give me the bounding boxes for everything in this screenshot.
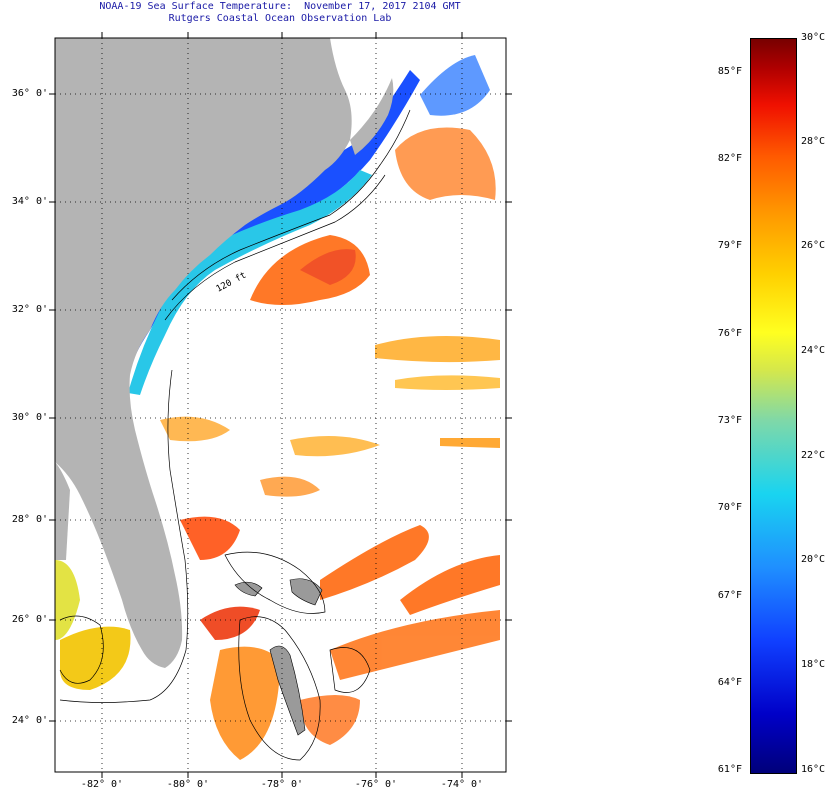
colorbar-f-85: 85°F [717, 66, 742, 77]
map-title: NOAA-19 Sea Surface Temperature: Novembe… [99, 1, 461, 12]
land-outer-banks [350, 78, 394, 155]
land-gulf-coast [55, 462, 70, 560]
lon-label-82: -82° 0' [80, 779, 124, 790]
colorbar-f-79: 79°F [717, 240, 742, 251]
lat-label-36: 36° 0' [11, 88, 48, 99]
lat-label-26: 26° 0' [11, 614, 48, 625]
colorbar-f-64: 64°F [717, 677, 742, 688]
land-us-mainland [55, 38, 352, 668]
colorbar-f-70: 70°F [717, 502, 742, 513]
lat-label-34: 34° 0' [11, 196, 48, 207]
graticule [55, 38, 506, 772]
sst-patches [55, 55, 500, 760]
lon-label-74: -74° 0' [440, 779, 484, 790]
map-frame [54, 37, 507, 773]
colorbar-c-20: 20°C [801, 554, 826, 565]
lat-label-24: 24° 0' [11, 715, 48, 726]
axis-ticks [49, 32, 512, 778]
colorbar-f-73: 73°F [717, 415, 742, 426]
lat-label-28: 28° 0' [11, 514, 48, 525]
colorbar-c-28: 28°C [801, 136, 826, 147]
colorbar-f-61: 61°F [717, 764, 742, 775]
colorbar-c-22: 22°C [801, 450, 826, 461]
colorbar-c-26: 26°C [801, 240, 826, 251]
lon-label-78: -78° 0' [260, 779, 304, 790]
colorbar-f-76: 76°F [717, 328, 742, 339]
colorbar-c-24: 24°C [801, 345, 826, 356]
colorbar-c-18: 18°C [801, 659, 826, 670]
temperature-colorbar [750, 38, 797, 774]
colorbar-c-30: 30°C [801, 32, 826, 43]
lat-label-30: 30° 0' [11, 412, 48, 423]
land-bahamas [234, 578, 323, 736]
isobath-contours [59, 109, 411, 761]
lon-label-80: -80° 0' [166, 779, 210, 790]
colorbar-c-16: 16°C [801, 764, 826, 775]
lat-label-32: 32° 0' [11, 304, 48, 315]
colorbar-f-67: 67°F [717, 590, 742, 601]
lon-label-76: -76° 0' [354, 779, 398, 790]
colorbar-f-82: 82°F [717, 153, 742, 164]
map-subtitle: Rutgers Coastal Ocean Observation Lab [168, 13, 392, 24]
